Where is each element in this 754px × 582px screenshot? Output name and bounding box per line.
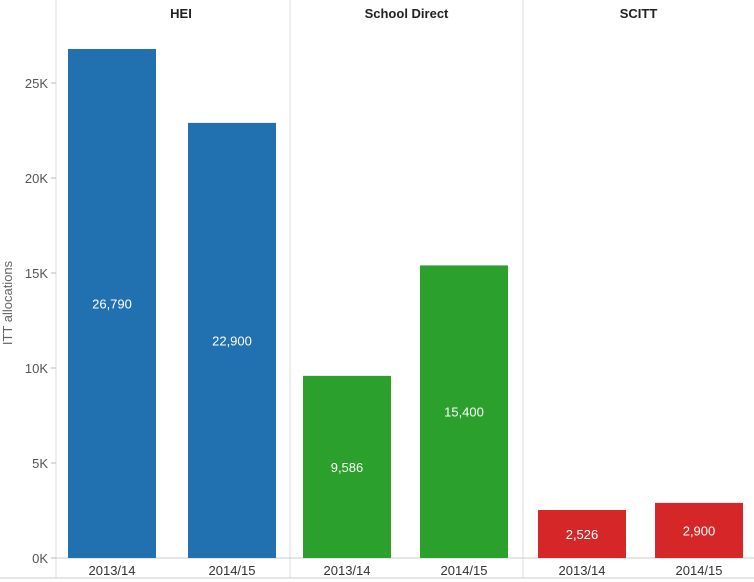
y-tick-label: 5K <box>32 456 48 471</box>
y-tick-label: 15K <box>25 266 48 281</box>
bar <box>188 122 276 559</box>
bar-data-label: 22,900 <box>212 333 252 348</box>
y-axis-title: ITT allocations <box>0 260 15 345</box>
x-tick-label: 2013/14 <box>559 563 606 578</box>
bar-data-label: 9,586 <box>331 460 364 475</box>
panel-title: SCITT <box>620 6 658 21</box>
bar <box>655 502 743 558</box>
bar-data-label: 26,790 <box>92 296 132 311</box>
bar-data-label: 2,900 <box>683 523 716 538</box>
x-tick-label: 2014/15 <box>676 563 723 578</box>
x-tick-label: 2013/14 <box>324 563 371 578</box>
y-tick-label: 25K <box>25 76 48 91</box>
panel-dividers <box>289 0 524 578</box>
x-tick-label: 2014/15 <box>441 563 488 578</box>
y-tick-label: 0K <box>32 551 48 566</box>
y-tick-label: 10K <box>25 361 48 376</box>
bar <box>68 48 156 559</box>
bar <box>303 375 391 558</box>
panel-title: HEI <box>170 6 192 21</box>
y-tick-label: 20K <box>25 171 48 186</box>
bar <box>420 265 508 558</box>
bar-data-label: 2,526 <box>566 527 599 542</box>
labels: HEI 26,790 2013/14 22,900 2014/15 School Dire… <box>89 6 723 578</box>
bars <box>68 48 743 559</box>
x-tick-label: 2014/15 <box>209 563 256 578</box>
bar-data-label: 15,400 <box>444 405 484 420</box>
bar <box>538 510 626 558</box>
x-tick-label: 2013/14 <box>89 563 136 578</box>
panel-title: School Direct <box>365 6 449 21</box>
